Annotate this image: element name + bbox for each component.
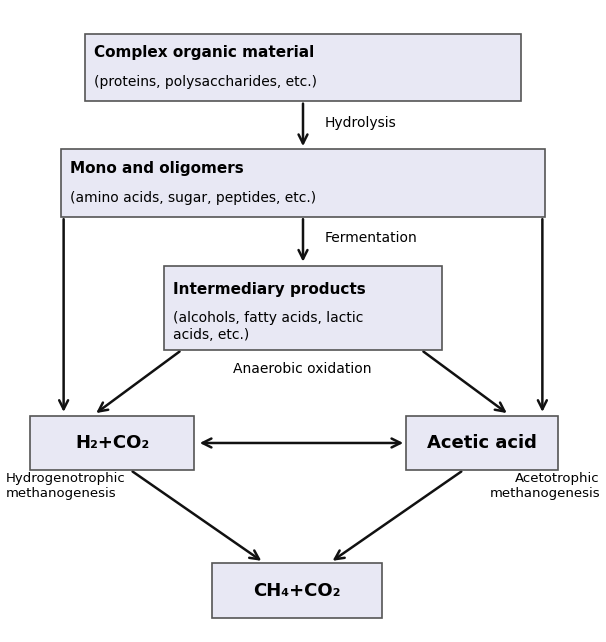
Text: (amino acids, sugar, peptides, etc.): (amino acids, sugar, peptides, etc.): [70, 191, 316, 205]
FancyArrowPatch shape: [98, 352, 179, 412]
FancyBboxPatch shape: [212, 564, 382, 618]
Text: Fermentation: Fermentation: [324, 230, 417, 245]
FancyArrowPatch shape: [424, 352, 505, 412]
FancyBboxPatch shape: [164, 266, 442, 350]
FancyArrowPatch shape: [538, 219, 547, 409]
Text: H₂+CO₂: H₂+CO₂: [75, 434, 149, 452]
Text: Acetotrophic
methanogenesis: Acetotrophic methanogenesis: [489, 472, 600, 500]
FancyBboxPatch shape: [406, 416, 558, 470]
Text: Complex organic material: Complex organic material: [94, 45, 314, 60]
FancyArrowPatch shape: [299, 103, 307, 143]
Text: Anaerobic oxidation: Anaerobic oxidation: [233, 362, 372, 376]
FancyArrowPatch shape: [59, 219, 68, 409]
FancyBboxPatch shape: [30, 416, 194, 470]
FancyArrowPatch shape: [133, 471, 259, 559]
FancyBboxPatch shape: [85, 34, 521, 101]
Text: CH₄+CO₂: CH₄+CO₂: [253, 582, 341, 600]
Text: Acetic acid: Acetic acid: [427, 434, 537, 452]
Text: Intermediary products: Intermediary products: [173, 282, 365, 297]
FancyArrowPatch shape: [335, 471, 461, 559]
Text: (alcohols, fatty acids, lactic
acids, etc.): (alcohols, fatty acids, lactic acids, et…: [173, 311, 363, 342]
Text: (proteins, polysaccharides, etc.): (proteins, polysaccharides, etc.): [94, 75, 317, 89]
FancyArrowPatch shape: [202, 438, 401, 447]
FancyArrowPatch shape: [299, 219, 307, 259]
Text: Mono and oligomers: Mono and oligomers: [70, 160, 244, 176]
Text: Hydrogenotrophic
methanogenesis: Hydrogenotrophic methanogenesis: [6, 472, 126, 500]
Text: Hydrolysis: Hydrolysis: [324, 116, 396, 130]
FancyBboxPatch shape: [61, 150, 545, 217]
